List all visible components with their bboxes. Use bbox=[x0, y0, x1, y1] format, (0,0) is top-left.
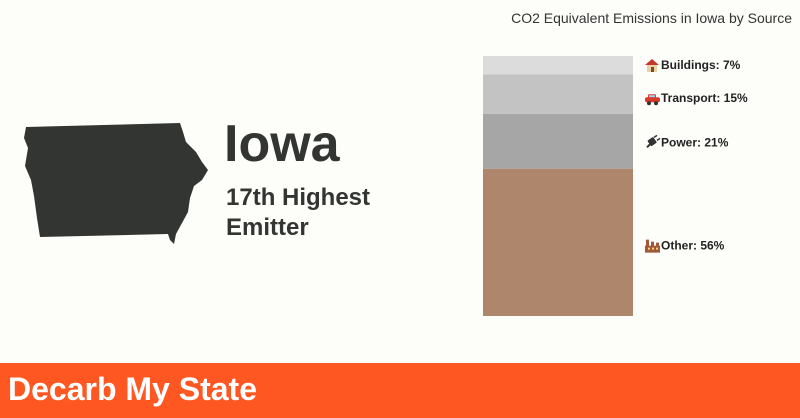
bar-segment-other bbox=[483, 168, 633, 316]
segment-label-other: Other: 56% bbox=[661, 239, 725, 253]
segment-label-power: Power: 21% bbox=[661, 135, 729, 149]
car-icon bbox=[645, 94, 660, 106]
iowa-map-icon bbox=[24, 123, 208, 244]
footer-banner: Decarb My State bbox=[0, 363, 800, 418]
bar-segment-transport bbox=[483, 74, 633, 114]
emissions-stacked-bar-chart: Buildings: 7% Transport: 15% Power: 21% Oth… bbox=[483, 56, 748, 316]
house-icon bbox=[645, 59, 659, 72]
state-name: Iowa bbox=[224, 115, 340, 173]
bar-segment-power bbox=[483, 113, 633, 169]
bar-segment-buildings bbox=[483, 56, 633, 75]
plug-icon bbox=[646, 134, 661, 149]
factory-icon bbox=[645, 239, 660, 253]
emitter-rank: 17th Highest Emitter bbox=[226, 184, 371, 241]
segment-label-transport: Transport: 15% bbox=[661, 91, 748, 105]
footer-title: Decarb My State bbox=[8, 371, 257, 407]
segment-label-buildings: Buildings: 7% bbox=[661, 58, 741, 72]
chart-title: CO2 Equivalent Emissions in Iowa by Sour… bbox=[511, 10, 792, 26]
